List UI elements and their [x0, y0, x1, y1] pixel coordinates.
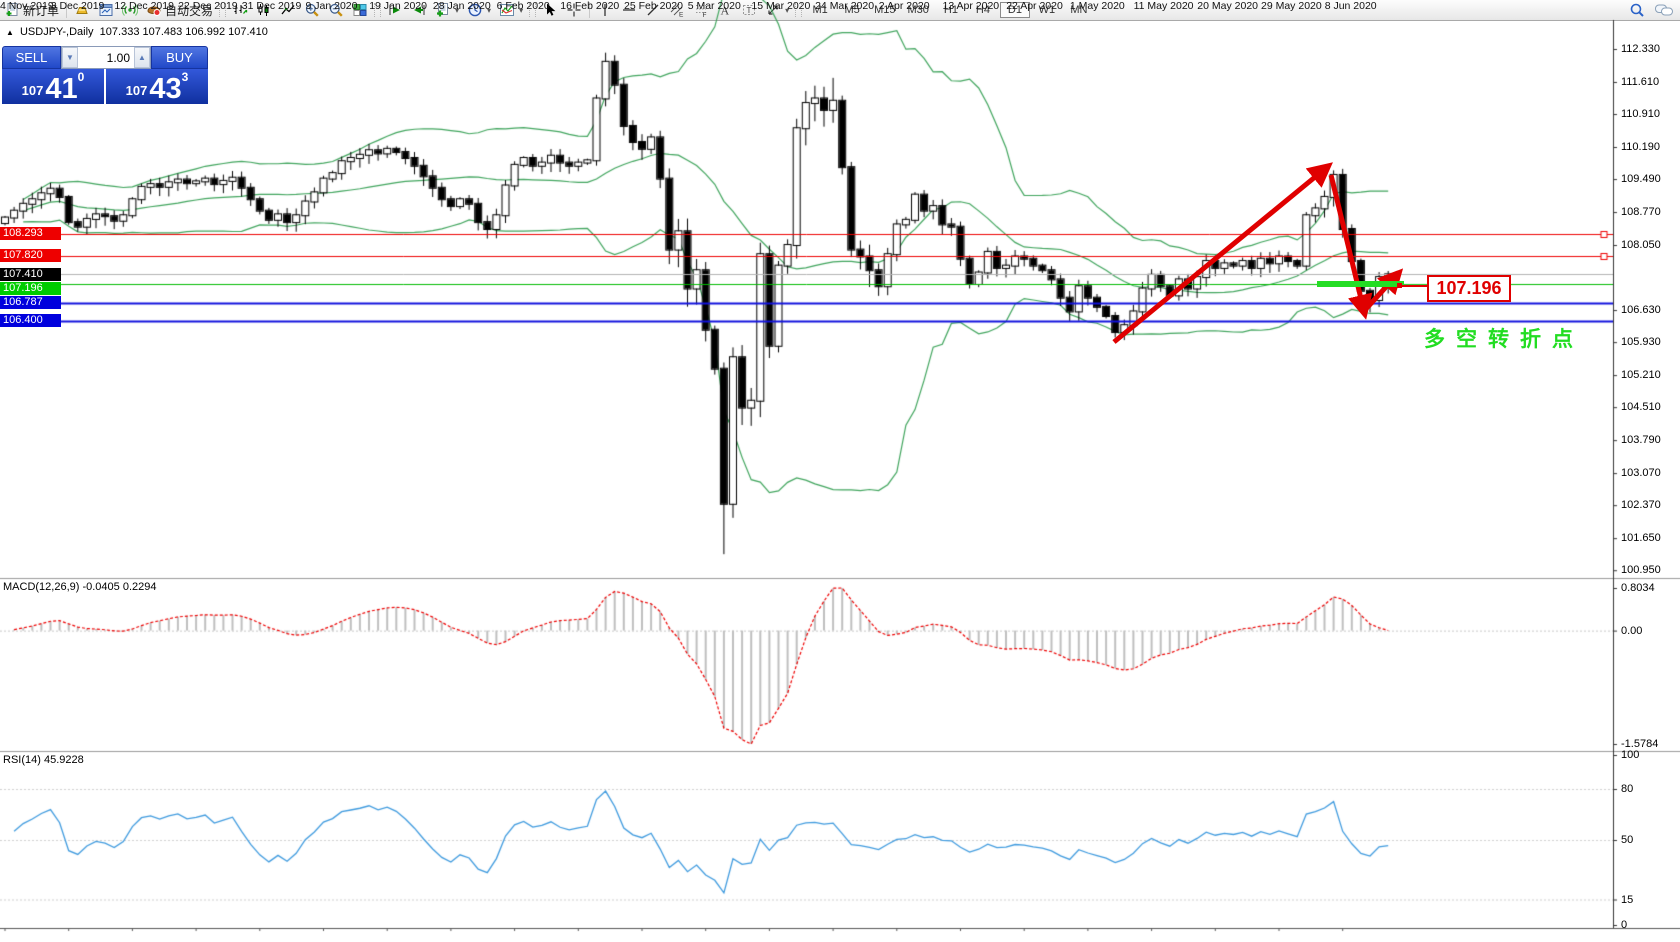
price-tag: 106.400	[0, 314, 61, 328]
price-tick-label: 101.650	[1621, 532, 1661, 545]
macd-tick-label: -1.5784	[1621, 738, 1659, 750]
date-label: 15 Mar 2020	[751, 0, 811, 12]
date-label: 20 May 2020	[1197, 0, 1259, 12]
date-label: 12 Dec 2019	[114, 0, 174, 12]
volume-stepper: ▼ ▲	[61, 46, 151, 69]
rsi-tick-label: 80	[1621, 783, 1634, 795]
callout-handle	[1397, 283, 1402, 288]
rsi-tick-label: 0	[1621, 919, 1628, 931]
price-tick-label: 106.630	[1621, 304, 1661, 317]
date-label: 24 Mar 2020	[815, 0, 875, 12]
price-tick-label: 109.490	[1621, 173, 1661, 186]
volume-increase-button[interactable]: ▲	[134, 47, 150, 68]
date-label: 13 Apr 2020	[942, 0, 1000, 12]
price-callout-box[interactable]: 107.196	[1427, 275, 1511, 302]
sell-price-point: 0	[77, 70, 85, 84]
date-label: 28 Jan 2020	[432, 0, 491, 12]
date-label: 8 Jun 2020	[1324, 0, 1377, 12]
date-label: 22 Dec 2019	[178, 0, 238, 12]
date-label: 9 Jan 2020	[305, 0, 358, 12]
trend-arrow[interactable]	[1112, 162, 1333, 344]
price-tick-label: 104.510	[1621, 401, 1661, 414]
ohlc-values-label: 107.333 107.483 106.992 107.410	[99, 26, 268, 38]
macd-tick-label: 0.00	[1621, 624, 1643, 637]
turning-point-annotation: 多空转折点	[1424, 328, 1584, 351]
buy-price-int: 107	[125, 83, 148, 98]
chart-title: ▲ USDJPY-,Daily 107.333 107.483 106.992 …	[6, 26, 268, 38]
sell-price-display[interactable]: 107 41 0	[2, 69, 104, 104]
price-tick-label: 105.930	[1621, 336, 1661, 349]
rsi-label: RSI(14) 45.9228	[3, 754, 84, 766]
one-click-trading-panel: SELL ▼ ▲ BUY 107 41 0 107 43 3	[2, 46, 208, 104]
date-label: 3 Dec 2019	[50, 0, 105, 12]
price-tick-label: 103.070	[1621, 467, 1661, 480]
price-tag: 108.293	[0, 227, 61, 241]
buy-price-pips: 43	[149, 73, 182, 105]
price-tick-label: 110.910	[1621, 108, 1660, 121]
buy-button[interactable]: BUY	[151, 46, 208, 69]
buy-price-point: 3	[181, 70, 189, 84]
price-tick-label: 103.790	[1621, 434, 1661, 447]
date-label: 29 May 2020	[1261, 0, 1322, 12]
price-tick-label: 111.610	[1621, 75, 1660, 88]
price-tick-label: 102.370	[1621, 499, 1661, 512]
price-tag: 106.787	[0, 296, 61, 310]
date-label: 1 May 2020	[1069, 0, 1125, 12]
date-label: 11 May 2020	[1133, 0, 1194, 12]
price-tick-label: 108.050	[1621, 239, 1661, 252]
rsi-tick-label: 50	[1621, 834, 1634, 846]
price-tick-label: 112.330	[1621, 43, 1660, 55]
volume-input[interactable]	[78, 47, 134, 68]
date-label: 2 Apr 2020	[878, 0, 930, 12]
price-tick-label: 105.210	[1621, 369, 1661, 382]
callout-connector	[1401, 285, 1427, 287]
date-label: 25 Feb 2020	[624, 0, 683, 12]
price-tag: 107.820	[0, 249, 61, 263]
volume-decrease-button[interactable]: ▼	[62, 47, 78, 68]
date-label: 22 Apr 2020	[1006, 0, 1063, 12]
price-tick-label: 108.770	[1621, 206, 1661, 219]
macd-tick-label: 0.8034	[1621, 582, 1655, 594]
rsi-tick-label: 15	[1621, 893, 1634, 906]
collapse-triangle-icon: ▲	[6, 28, 14, 37]
buy-price-display[interactable]: 107 43 3	[106, 69, 208, 104]
rsi-tick-label: 100	[1621, 749, 1640, 761]
sell-price-int: 107	[21, 83, 44, 98]
date-label: 5 Mar 2020	[687, 0, 741, 12]
date-label: 4 Nov 2019	[0, 0, 54, 12]
macd-label: MACD(12,26,9) -0.0405 0.2294	[3, 581, 157, 593]
date-label: 19 Jan 2020	[369, 0, 427, 12]
date-label: 31 Dec 2019	[241, 0, 302, 12]
symbol-period-label: USDJPY-,Daily	[19, 26, 94, 38]
price-tag: 107.196	[0, 281, 61, 295]
price-tick-label: 100.950	[1621, 564, 1661, 577]
date-label: 6 Feb 2020	[496, 0, 550, 12]
date-label: 16 Feb 2020	[560, 0, 620, 12]
sell-price-pips: 41	[45, 73, 78, 105]
price-tick-label: 110.190	[1621, 141, 1660, 153]
sell-button[interactable]: SELL	[2, 46, 61, 69]
support-highlight-bar[interactable]	[1317, 281, 1404, 288]
trend-arrow[interactable]	[1362, 268, 1404, 313]
price-tag: 107.410	[0, 267, 61, 281]
trend-arrow[interactable]	[1328, 174, 1373, 320]
